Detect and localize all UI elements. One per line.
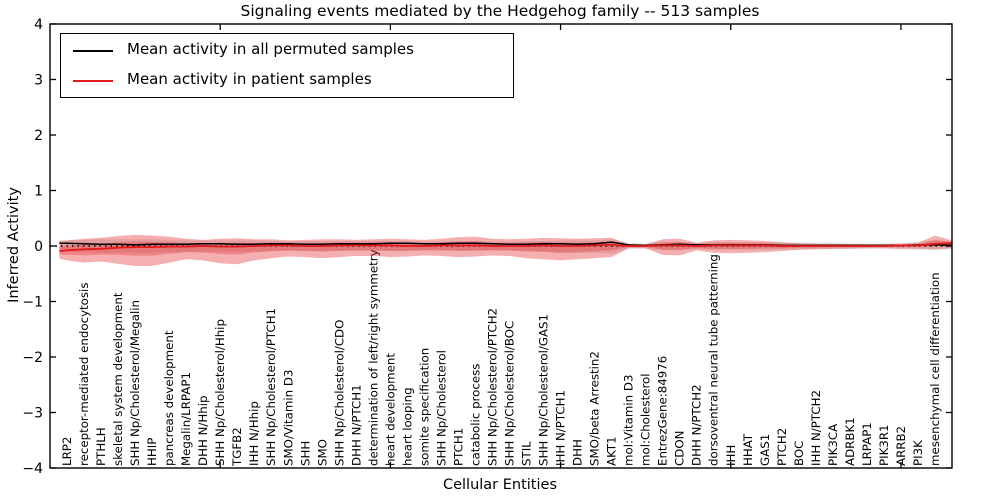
x-category-label: HHIP	[145, 438, 159, 466]
x-category-label: determination of left/right symmetry	[366, 249, 380, 466]
x-category-label: catabolic process	[469, 364, 483, 466]
x-category-label: SMO/beta Arrestin2	[588, 351, 602, 466]
y-tick-label: 0	[34, 239, 43, 255]
legend-box: Mean activity in all permuted samples Me…	[60, 33, 514, 98]
x-category-label: IHH	[724, 445, 738, 466]
x-category-label: SHH Np/Cholesterol/Megalin	[128, 300, 142, 466]
y-tick-label: −4	[22, 461, 43, 477]
x-category-label: receptor-mediated endocytosis	[77, 283, 91, 466]
patient-mean-line	[59, 242, 952, 252]
x-category-label: mol:Vitamin D3	[622, 375, 636, 467]
y-tick-label: 4	[34, 17, 43, 33]
y-tick-label: 1	[34, 184, 43, 200]
y-tick-label: 3	[34, 73, 43, 89]
x-category-label: LRP2	[60, 437, 74, 466]
x-category-label: SHH Np/Cholesterol/Hhip	[213, 319, 227, 466]
x-category-label: CDON	[673, 431, 687, 466]
x-category-label: PTHLH	[94, 427, 108, 466]
x-category-label: DHH N/Hhip	[196, 396, 210, 467]
x-category-label: SHH Np/Cholesterol/PTCH2	[486, 308, 500, 466]
x-category-label: Megalin/LRPAP1	[179, 372, 193, 466]
x-category-label: IHH N/PTCH1	[554, 390, 568, 466]
legend-item-permuted: Mean activity in all permuted samples	[61, 36, 513, 66]
x-category-label: skeletal system development	[111, 292, 125, 466]
x-category-label: SHH Np/Cholesterol/BOC	[503, 321, 517, 466]
legend-line-sample-black	[73, 50, 113, 52]
x-category-label: heart development	[383, 353, 397, 466]
x-axis-label: Cellular Entities	[442, 477, 558, 493]
x-category-labels: LRP2 receptor-mediated endocytosis PTHLH sk…	[60, 249, 942, 467]
x-category-label: ARRB2	[894, 426, 908, 466]
x-category-label: SMO/Vitamin D3	[281, 370, 295, 466]
patient-confidence-band	[59, 234, 952, 266]
y-tick-label: −3	[22, 406, 43, 422]
x-category-label: LRPAP1	[860, 422, 874, 466]
x-category-label: somite specification	[417, 348, 431, 466]
x-category-label: BOC	[792, 441, 806, 466]
x-category-label: ADRBK1	[843, 417, 857, 466]
x-category-label: SHH Np/Cholesterol	[434, 350, 448, 466]
x-category-label: AKT1	[605, 436, 619, 466]
x-category-label: PIK3CA	[826, 424, 840, 466]
y-axis: 4 3 2 1 0 −1 −2 −3 −4	[22, 17, 952, 477]
x-category-label: GAS1	[758, 434, 772, 466]
x-category-label: PTCH2	[775, 428, 789, 466]
x-category-label: TGFB2	[230, 427, 244, 467]
x-category-label: SHH Np/Cholesterol/CDO	[332, 320, 346, 466]
legend-label: Mean activity in patient samples	[127, 70, 372, 88]
x-category-label: PTCH1	[452, 428, 466, 466]
x-axis	[219, 24, 902, 468]
x-category-label: DHH	[571, 439, 585, 466]
y-tick-label: −1	[22, 295, 43, 311]
x-category-label: PI3K	[911, 440, 925, 466]
x-category-label: PIK3R1	[877, 424, 891, 466]
x-category-label: SHH Np/Cholesterol/GAS1	[537, 314, 551, 466]
legend-label: Mean activity in all permuted samples	[127, 40, 414, 58]
y-axis-label: Inferred Activity	[6, 187, 22, 303]
x-category-label: mesenchymal cell differentiation	[928, 272, 942, 466]
x-category-label: EntrezGene:84976	[656, 356, 670, 466]
x-category-label: IHH N/Hhip	[247, 401, 261, 466]
x-category-label: SMO	[315, 439, 329, 466]
x-category-label: DHH N/PTCH2	[690, 384, 704, 466]
x-category-label: SHH Np/Cholesterol/PTCH1	[264, 308, 278, 466]
x-category-label: DHH N/PTCH1	[349, 384, 363, 466]
y-tick-label: −2	[22, 350, 43, 366]
chart-title: Signaling events mediated by the Hedgeho…	[240, 2, 760, 20]
x-category-label: dorsoventral neural tube patterning	[707, 254, 721, 466]
x-category-label: mol:Cholesterol	[639, 373, 653, 466]
legend-item-patient: Mean activity in patient samples	[61, 66, 513, 96]
x-category-label: IHH N/PTCH2	[809, 390, 823, 466]
legend-line-sample-red	[73, 80, 113, 82]
data-layer	[50, 234, 952, 266]
x-category-label: HHAT	[741, 433, 755, 466]
x-category-label: SHH	[298, 441, 312, 466]
x-category-label: heart looping	[400, 387, 414, 466]
x-category-label: pancreas development	[162, 330, 176, 466]
x-category-label: STIL	[520, 441, 534, 466]
y-tick-label: 2	[34, 128, 43, 144]
